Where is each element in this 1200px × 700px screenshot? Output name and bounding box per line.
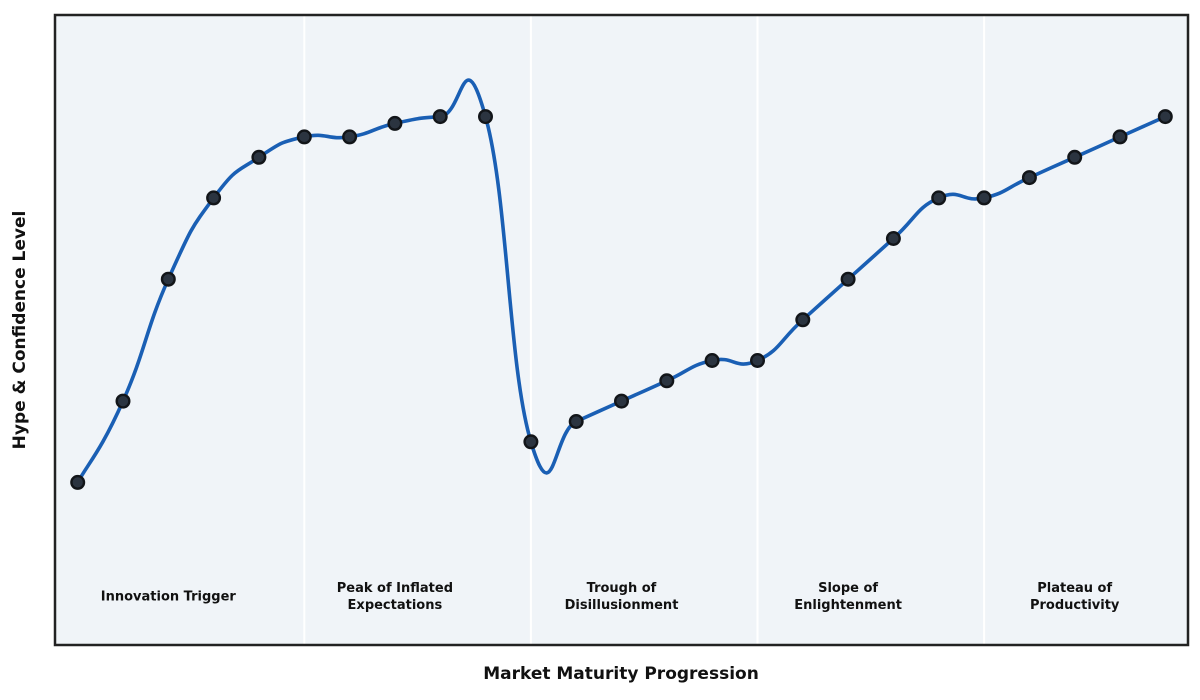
- plot-area: [55, 15, 1188, 645]
- data-point-marker: [478, 109, 494, 125]
- data-point-marker: [704, 353, 720, 369]
- data-point-marker: [387, 115, 403, 131]
- data-point-marker: [614, 393, 630, 409]
- data-point-marker: [750, 353, 766, 369]
- data-point-marker: [840, 271, 856, 287]
- hype-curve: [75, 78, 1168, 485]
- data-point-marker: [160, 271, 176, 287]
- data-point-marker: [115, 393, 131, 409]
- data-point-marker: [976, 190, 992, 206]
- data-point-marker: [885, 230, 901, 246]
- data-point-marker: [1021, 170, 1037, 186]
- data-point-marker: [342, 129, 358, 145]
- data-point-marker: [659, 373, 675, 389]
- data-point-marker: [296, 129, 312, 145]
- data-point-marker: [1112, 129, 1128, 145]
- data-point-marker: [251, 149, 267, 165]
- data-point-marker: [1067, 149, 1083, 165]
- y-axis-label: Hype & Confidence Level: [10, 210, 30, 450]
- plot-border: [53, 13, 1190, 647]
- data-point-marker: [931, 190, 947, 206]
- data-point-marker: [1157, 109, 1173, 125]
- data-point-marker: [523, 434, 539, 450]
- data-point-marker: [70, 474, 86, 490]
- data-point-marker: [432, 109, 448, 125]
- x-axis-label: Market Maturity Progression: [483, 664, 759, 684]
- data-point-marker: [795, 312, 811, 328]
- data-point-marker: [568, 414, 584, 430]
- data-point-marker: [206, 190, 222, 206]
